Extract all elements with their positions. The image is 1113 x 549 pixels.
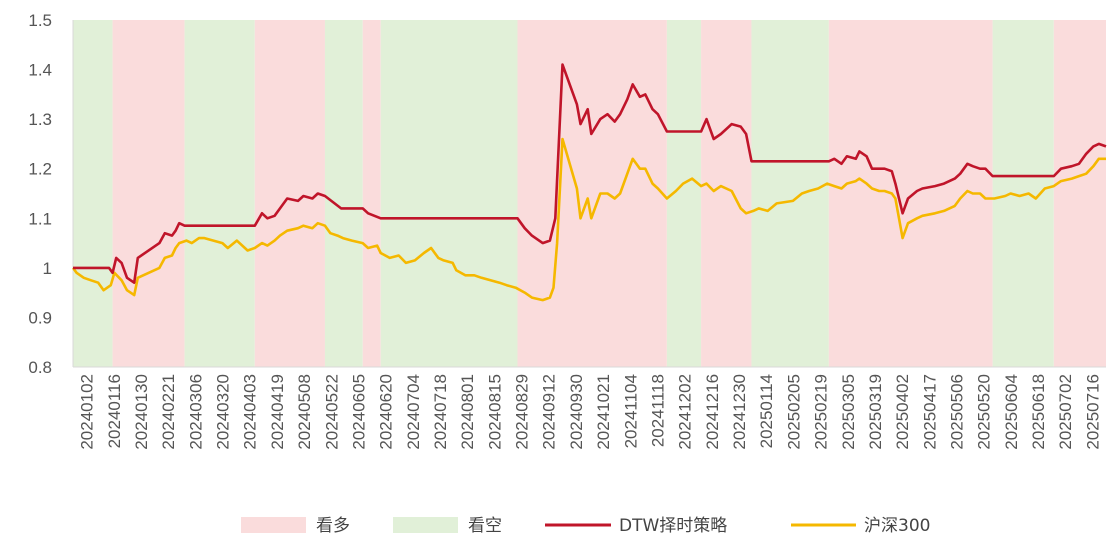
regime-band-2 xyxy=(184,20,255,367)
regime-band-3 xyxy=(254,20,325,367)
x-tick-label: 20241216 xyxy=(703,374,722,450)
regime-band-7 xyxy=(517,20,667,367)
x-tick-label: 20241021 xyxy=(594,374,613,450)
y-tick-label: 1.2 xyxy=(28,160,52,179)
x-tick-label: 20250417 xyxy=(920,374,939,450)
series-line-index xyxy=(71,137,1106,302)
x-tick-label: 20241230 xyxy=(730,374,749,450)
x-tick-label: 20240130 xyxy=(132,374,151,450)
x-tick-label: 20250402 xyxy=(893,374,912,450)
x-tick-label: 20250506 xyxy=(948,374,967,450)
x-tick-label: 20240605 xyxy=(349,374,368,450)
x-tick-label: 20250205 xyxy=(784,374,803,450)
legend-swatch-bull xyxy=(241,517,306,533)
regime-band-6 xyxy=(380,20,518,367)
legend-label-strategy: DTW择时策略 xyxy=(619,516,727,536)
x-tick-label: 20240718 xyxy=(431,374,450,450)
legend: 看多 看空 DTW择时策略 沪深300 xyxy=(241,516,930,536)
x-tick-label: 20240102 xyxy=(78,374,97,450)
x-tick-label: 20240620 xyxy=(377,374,396,450)
regime-band-4 xyxy=(324,20,363,367)
x-tick-label: 20241104 xyxy=(621,374,640,448)
x-tick-label: 20240829 xyxy=(513,374,532,450)
regime-bands xyxy=(73,20,1106,367)
x-tick-label: 20250618 xyxy=(1029,374,1048,450)
x-tick-label: 20240306 xyxy=(186,374,205,450)
x-tick-labels: 20240102 20240116 20240130 20240221 20240306… xyxy=(78,374,1103,450)
regime-band-5 xyxy=(362,20,381,367)
x-tick-label: 20240116 xyxy=(105,374,124,448)
regime-band-1 xyxy=(112,20,185,367)
y-tick-label: 1.3 xyxy=(28,110,52,129)
regime-band-12 xyxy=(992,20,1054,367)
y-tick-label: 1.4 xyxy=(28,61,52,80)
regime-band-10 xyxy=(751,20,829,367)
x-tick-label: 20241118 xyxy=(649,374,668,447)
x-tick-label: 20240320 xyxy=(214,374,233,450)
x-tick-label: 20241202 xyxy=(676,374,695,450)
legend-label-bear: 看空 xyxy=(468,516,502,536)
x-tick-label: 20250702 xyxy=(1056,374,1075,450)
regime-band-13 xyxy=(1053,20,1106,367)
x-tick-label: 20250305 xyxy=(839,374,858,450)
x-tick-label: 20250319 xyxy=(866,374,885,450)
y-tick-labels: 0.8 0.9 1 1.1 1.2 1.3 1.4 1.5 xyxy=(28,11,52,377)
x-tick-label: 20250716 xyxy=(1083,374,1102,450)
legend-label-bull: 看多 xyxy=(316,516,350,536)
regime-band-11 xyxy=(828,20,993,367)
series-line-strategy xyxy=(73,63,1107,284)
x-tick-label: 20240815 xyxy=(485,374,504,450)
y-tick-label: 1.1 xyxy=(28,209,52,228)
x-tick-label: 20250604 xyxy=(1002,374,1021,450)
x-tick-label: 20250520 xyxy=(975,374,994,450)
x-tick-label: 20240930 xyxy=(567,374,586,450)
x-tick-label: 20240419 xyxy=(268,374,287,450)
x-tick-label: 20240403 xyxy=(241,374,260,450)
x-tick-label: 20240912 xyxy=(540,374,559,450)
y-tick-label: 0.9 xyxy=(28,308,52,327)
y-tick-label: 1 xyxy=(43,259,52,278)
y-tick-label: 0.8 xyxy=(28,358,52,377)
regime-band-9 xyxy=(701,20,752,367)
y-tick-label: 1.5 xyxy=(28,11,52,30)
legend-swatch-bear xyxy=(393,517,458,533)
x-tick-label: 20240801 xyxy=(458,374,477,450)
x-tick-label: 20240508 xyxy=(295,374,314,450)
axes xyxy=(72,20,1106,368)
x-tick-label: 20240522 xyxy=(322,374,341,450)
x-tick-label: 20240221 xyxy=(159,374,178,450)
legend-label-index: 沪深300 xyxy=(864,516,930,536)
x-tick-label: 20240704 xyxy=(404,374,423,450)
regime-band-0 xyxy=(73,20,113,367)
x-tick-label: 20250219 xyxy=(812,374,831,450)
series-lines xyxy=(71,63,1107,302)
x-tick-label: 20250114 xyxy=(757,374,776,448)
